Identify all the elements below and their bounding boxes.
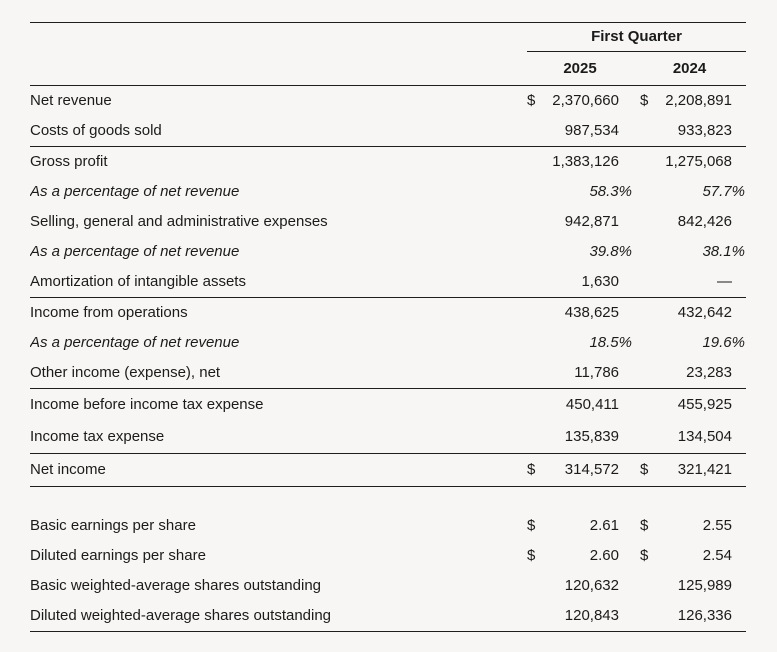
row-label: Gross profit [30,153,108,170]
table-row: Diluted weighted-average shares outstand… [30,601,746,631]
table-row: Other income (expense), net 11,786 23,28… [30,358,746,388]
income-statement-table: First Quarter 2025 2024 Net revenue $ 2,… [30,22,746,632]
value-2025: 2.61 [589,517,619,534]
value-2024: 432,642 [677,304,732,321]
value-2025: 39.8% [589,243,632,260]
row-label: Net income [30,461,106,478]
row-label: As a percentage of net revenue [30,183,240,200]
value-2024: 23,283 [686,364,732,381]
value-2025: 2,370,660 [552,92,619,109]
table-row: As a percentage of net revenue 58.3% 57.… [30,177,746,207]
table-row: Basic weighted-average shares outstandin… [30,571,746,601]
row-label: Basic weighted-average shares outstandin… [30,577,322,594]
row-label: As a percentage of net revenue [30,243,240,260]
value-2024: 19.6% [702,334,745,351]
value-2025: 450,411 [565,396,619,413]
row-label: Amortization of intangible assets [30,273,246,290]
value-2024: 842,426 [677,213,732,230]
currency-symbol: $ [527,461,536,478]
value-2025: 942,871 [564,213,619,230]
row-label: Basic earnings per share [30,517,196,534]
value-2025: 120,632 [564,577,619,594]
value-2024: 125,989 [677,577,732,594]
period-header: First Quarter [527,23,746,52]
row-label: Income tax expense [30,428,165,445]
value-2025: 1,630 [581,273,619,290]
value-2025: 438,625 [564,304,619,321]
period-header-row: First Quarter [30,23,746,52]
table-row: As a percentage of net revenue 39.8% 38.… [30,237,746,267]
value-2025: 135,839 [564,428,619,445]
currency-symbol: $ [527,517,536,534]
value-2024: 2,208,891 [665,92,732,109]
year-column-header-2024: 2024 [672,59,707,77]
table-header: First Quarter 2025 2024 [30,23,746,86]
table-row: Gross profit 1,383,126 1,275,068 [30,147,746,177]
value-2024: — [717,273,732,290]
currency-symbol: $ [527,547,536,564]
table-row: Income before income tax expense 450,411… [30,389,746,421]
value-2025: 120,843 [564,607,619,624]
value-2025: 2.60 [589,547,619,564]
currency-symbol: $ [527,92,536,109]
section-operations: Income from operations 438,625 432,642 A… [30,297,746,388]
table-row: Net income $ 314,572 $ 321,421 [30,454,746,486]
table-row: Selling, general and administrative expe… [30,207,746,237]
row-label: Income before income tax expense [30,396,264,413]
currency-symbol: $ [640,547,649,564]
table-row: Net revenue $ 2,370,660 $ 2,208,891 [30,86,746,116]
row-label: Diluted earnings per share [30,547,206,564]
row-label: Income from operations [30,304,188,321]
value-2024: 1,275,068 [665,153,732,170]
table-row: Income tax expense 135,839 134,504 [30,421,746,453]
value-2025: 11,786 [574,364,619,381]
page: First Quarter 2025 2024 Net revenue $ 2,… [30,22,746,632]
section-net-income: Net income $ 314,572 $ 321,421 [30,453,746,487]
value-2024: 126,336 [677,607,732,624]
value-2024: 38.1% [702,243,745,260]
value-2024: 455,925 [677,396,732,413]
year-column-header-2025: 2025 [563,59,597,77]
table-row: Costs of goods sold 987,534 933,823 [30,116,746,146]
row-label: Costs of goods sold [30,122,162,139]
table-row: As a percentage of net revenue 18.5% 19.… [30,328,746,358]
section-revenue: Net revenue $ 2,370,660 $ 2,208,891 Cost… [30,86,746,146]
value-2024: 57.7% [702,183,745,200]
row-label: Selling, general and administrative expe… [30,213,328,230]
table-row: Diluted earnings per share $ 2.60 $ 2.54 [30,541,746,571]
currency-symbol: $ [640,92,649,109]
value-2025: 314,572 [564,461,619,478]
value-2025: 1,383,126 [552,153,619,170]
table-row: Basic earnings per share $ 2.61 $ 2.55 [30,511,746,541]
currency-symbol: $ [640,461,649,478]
table-row: Income from operations 438,625 432,642 [30,298,746,328]
value-2025: 58.3% [589,183,632,200]
row-label: Net revenue [30,92,112,109]
table-row: Amortization of intangible assets 1,630 … [30,267,746,297]
value-2024: 321,421 [677,461,732,478]
row-label: Other income (expense), net [30,364,221,381]
value-2025: 18.5% [589,334,632,351]
value-2024: 2.54 [702,547,732,564]
value-2024: 933,823 [677,122,732,139]
row-label: As a percentage of net revenue [30,334,240,351]
section-per-share: Basic earnings per share $ 2.61 $ 2.55 D… [30,511,746,632]
section-pretax: Income before income tax expense 450,411… [30,388,746,453]
value-2025: 987,534 [564,122,619,139]
value-2024: 2.55 [702,517,732,534]
value-2024: 134,504 [677,428,732,445]
year-header-row: 2025 2024 [30,51,746,85]
row-label: Diluted weighted-average shares outstand… [30,607,332,624]
section-gross-profit: Gross profit 1,383,126 1,275,068 As a pe… [30,146,746,297]
currency-symbol: $ [640,517,649,534]
